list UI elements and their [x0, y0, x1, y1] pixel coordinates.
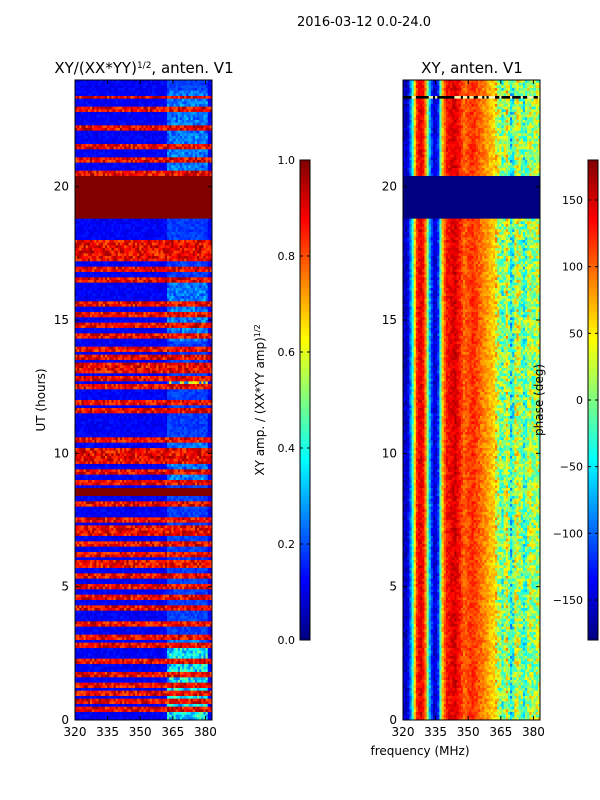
- amplitude-heatmap: [75, 80, 212, 720]
- figure-canvas: 2016-03-12 0.0-24.0 XY/(XX*YY)1/2, anten…: [0, 0, 600, 800]
- amplitude-title-superscript: 1/2: [137, 61, 151, 71]
- amplitude-title-suffix: , anten. V1: [151, 59, 233, 77]
- amplitude-title: XY/(XX*YY)1/2, anten. V1: [54, 59, 233, 77]
- amplitude-title-main: XY/(XX*YY): [54, 59, 137, 77]
- figure-suptitle: 2016-03-12 0.0-24.0: [297, 15, 431, 30]
